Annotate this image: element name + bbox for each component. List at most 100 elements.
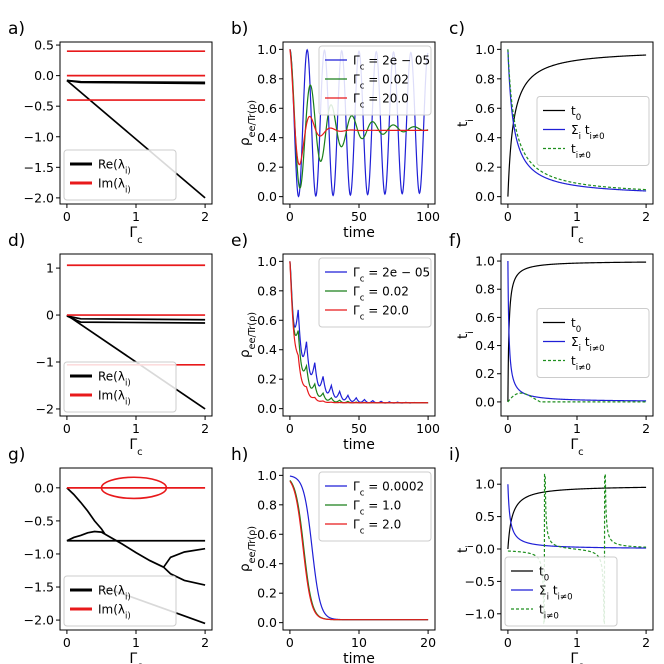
- x-tick-label: 0: [63, 421, 71, 436]
- y-tick-label: −1.0: [24, 129, 54, 144]
- x-tick-label: 0: [286, 209, 294, 224]
- series-line-2: [289, 480, 429, 621]
- y-tick-label: 0.2: [257, 586, 277, 601]
- y-tick-label: 0.0: [34, 480, 54, 495]
- y-tick-label: 0.6: [475, 310, 495, 325]
- plot-area: [66, 50, 206, 199]
- y-tick-label: 0.0: [475, 394, 495, 409]
- series-line-2: [507, 49, 647, 191]
- x-tick-label: 10: [351, 635, 367, 650]
- panel-label: i): [449, 445, 460, 465]
- y-tick-label: 0.0: [257, 615, 277, 630]
- x-tick-label: 0: [504, 209, 512, 224]
- legend-box: [536, 308, 650, 378]
- x-tick-label: 0: [63, 209, 71, 224]
- panel-b: b) 0 50 100 0.0 0.2 0.4 0.6 0.8 1.0 time ρee/Tr(ρ) Γ…: [231, 19, 440, 241]
- x-tick-label: 1: [132, 209, 140, 224]
- legend-label: Im(λi): [98, 389, 131, 408]
- panel-label: e): [231, 231, 248, 251]
- y-tick-label: 0.2: [475, 160, 495, 175]
- y-tick-label: 0.6: [475, 101, 495, 116]
- x-axis-label: Γc: [570, 437, 583, 458]
- y-tick-label: 0.2: [257, 160, 277, 175]
- legend: Re(λi)Im(λi): [63, 361, 177, 413]
- x-tick-label: 0: [286, 421, 294, 436]
- plot-area: [289, 475, 429, 621]
- y-tick-label: −1.5: [24, 580, 54, 595]
- x-tick-label: 0: [504, 421, 512, 436]
- panel-label: c): [449, 19, 465, 39]
- legend-label: Im(λi): [98, 603, 131, 622]
- legend-label: Γc = 20.0: [353, 92, 409, 111]
- x-tick-label: 1: [573, 421, 581, 436]
- y-tick-label: 0.4: [257, 556, 277, 571]
- legend-label: Γc = 2e − 05: [353, 266, 430, 285]
- series-line-2: [66, 79, 206, 84]
- x-tick-label: 2: [642, 635, 650, 650]
- x-tick-label: 2: [201, 209, 209, 224]
- y-tick-label: 0.8: [475, 71, 495, 86]
- y-tick-label: 0.5: [34, 38, 54, 53]
- x-axis-label: Γc: [570, 225, 583, 246]
- y-tick-label: 0.0: [475, 189, 495, 204]
- x-axis-label: Γc: [570, 651, 583, 664]
- y-tick-label: 1.0: [475, 254, 495, 269]
- series-line-0: [507, 54, 647, 197]
- y-tick-label: 1.0: [257, 42, 277, 57]
- x-axis-label: Γc: [129, 225, 142, 246]
- x-tick-label: 2: [201, 635, 209, 650]
- legend-label: t0: [539, 565, 549, 584]
- y-tick-label: 0.4: [475, 130, 495, 145]
- x-tick-label: 100: [416, 209, 440, 224]
- plot-area: [66, 264, 206, 410]
- series-line-2: [66, 315, 206, 321]
- legend-label: Σi ti≠0: [571, 123, 605, 142]
- y-tick-label: 0.8: [257, 283, 277, 298]
- legend-label: Im(λi): [98, 177, 131, 196]
- series-line-2: [289, 261, 429, 404]
- y-tick-label: −2.0: [24, 190, 54, 205]
- y-tick-label: 0.6: [257, 101, 277, 116]
- series-line-1: [289, 49, 429, 189]
- panel-g: g) 0 1 2 0.0 −0.5 −1.0 −1.5 −2.0 Γc Re(λi)Im(λi): [8, 445, 213, 664]
- panel-a: a) 0 1 2 0.5 0.0 −0.5 −1.0 −1.5 −2.0 Γc Re(λi)Im(λi…: [8, 19, 213, 246]
- legend-label: Γc = 2.0: [353, 518, 401, 537]
- y-tick-label: −2: [36, 401, 54, 416]
- series-line-4: [163, 566, 206, 586]
- x-tick-label: 2: [642, 209, 650, 224]
- y-axis-label: ρee/Tr(ρ): [237, 526, 258, 572]
- y-tick-label: −0.5: [24, 513, 54, 528]
- x-tick-label: 50: [351, 421, 367, 436]
- y-tick-label: 0.8: [257, 497, 277, 512]
- series-line-2: [289, 49, 429, 166]
- series-line-1: [507, 484, 647, 549]
- panel-d: d) 0 1 2 1 0 −1 −2 Γc Re(λi)Im(λi): [8, 231, 213, 458]
- legend-label: ti≠0: [571, 142, 591, 161]
- x-tick-label: 1: [573, 635, 581, 650]
- y-tick-label: 1.0: [475, 477, 495, 492]
- legend-label: ti≠0: [539, 603, 559, 622]
- y-tick-label: 0.0: [257, 401, 277, 416]
- y-tick-label: 0.2: [257, 372, 277, 387]
- y-tick-label: 0.5: [475, 509, 495, 524]
- x-tick-label: 2: [201, 421, 209, 436]
- plot-area: [507, 473, 647, 625]
- series-line-1: [507, 49, 647, 192]
- y-axis-label: ρee/Tr(ρ): [237, 312, 258, 358]
- legend: Re(λi)Im(λi): [63, 149, 177, 201]
- series-line-5: [104, 533, 165, 568]
- plot-area: [66, 476, 206, 625]
- x-tick-label: 1: [573, 209, 581, 224]
- legend-label: Re(λi): [98, 584, 131, 603]
- series-line-0: [507, 486, 647, 550]
- x-tick-label: 2: [642, 421, 650, 436]
- series-line-1: [66, 315, 206, 324]
- series-line-2: [507, 392, 647, 403]
- legend-label: Re(λi): [98, 370, 131, 389]
